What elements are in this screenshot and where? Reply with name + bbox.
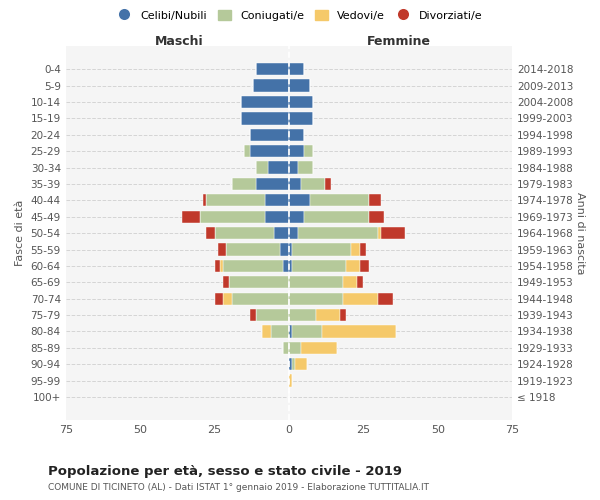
Bar <box>381 227 405 239</box>
Bar <box>265 210 289 223</box>
Legend: Celibi/Nubili, Coniugati/e, Vedovi/e, Divorziati/e: Celibi/Nubili, Coniugati/e, Vedovi/e, Di… <box>113 6 487 25</box>
Bar <box>292 244 352 256</box>
Bar <box>378 227 381 239</box>
Bar <box>289 244 292 256</box>
Bar <box>325 178 331 190</box>
Bar <box>316 309 340 321</box>
Bar <box>301 178 325 190</box>
Bar <box>370 194 381 206</box>
Y-axis label: Anni di nascita: Anni di nascita <box>575 192 585 274</box>
Text: Popolazione per età, sesso e stato civile - 2019: Popolazione per età, sesso e stato civil… <box>48 465 402 478</box>
Bar <box>283 342 289 354</box>
Bar <box>223 276 229 288</box>
Bar <box>289 80 310 92</box>
Bar <box>340 309 346 321</box>
Bar <box>298 227 378 239</box>
Bar <box>226 244 280 256</box>
Bar <box>256 309 289 321</box>
Bar <box>265 194 289 206</box>
Bar <box>215 292 223 305</box>
Bar <box>256 63 289 76</box>
Bar <box>361 244 367 256</box>
Bar <box>289 178 301 190</box>
Bar <box>289 112 313 124</box>
Bar <box>256 162 268 173</box>
Bar <box>241 112 289 124</box>
Bar <box>203 194 206 206</box>
Bar <box>310 194 370 206</box>
Bar <box>200 210 265 223</box>
Bar <box>274 227 289 239</box>
Bar <box>361 260 370 272</box>
Bar <box>232 292 289 305</box>
Bar <box>378 292 393 305</box>
Bar <box>280 244 289 256</box>
Bar <box>250 128 289 141</box>
Bar <box>358 276 364 288</box>
Bar <box>229 276 289 288</box>
Bar <box>206 194 265 206</box>
Text: Maschi: Maschi <box>154 35 203 48</box>
Bar <box>289 358 292 370</box>
Bar <box>289 326 292 338</box>
Text: COMUNE DI TICINETO (AL) - Dati ISTAT 1° gennaio 2019 - Elaborazione TUTTITALIA.I: COMUNE DI TICINETO (AL) - Dati ISTAT 1° … <box>48 482 429 492</box>
Bar <box>215 260 220 272</box>
Bar <box>289 227 298 239</box>
Bar <box>292 326 322 338</box>
Bar <box>289 276 343 288</box>
Bar <box>352 244 361 256</box>
Bar <box>244 145 250 158</box>
Y-axis label: Fasce di età: Fasce di età <box>15 200 25 266</box>
Bar <box>292 260 346 272</box>
Bar <box>289 309 316 321</box>
Bar <box>289 96 313 108</box>
Bar <box>253 80 289 92</box>
Bar <box>301 342 337 354</box>
Bar <box>250 145 289 158</box>
Bar <box>289 342 301 354</box>
Bar <box>370 210 384 223</box>
Bar <box>241 96 289 108</box>
Bar <box>304 210 370 223</box>
Bar <box>289 374 292 387</box>
Bar <box>232 178 256 190</box>
Bar <box>223 260 283 272</box>
Bar <box>215 227 274 239</box>
Bar <box>289 63 304 76</box>
Bar <box>182 210 200 223</box>
Bar <box>289 194 310 206</box>
Bar <box>346 260 361 272</box>
Bar <box>256 178 289 190</box>
Bar <box>289 128 304 141</box>
Bar <box>343 276 358 288</box>
Bar <box>268 162 289 173</box>
Bar <box>283 260 289 272</box>
Bar <box>322 326 396 338</box>
Bar <box>289 162 298 173</box>
Bar <box>220 260 223 272</box>
Text: Femmine: Femmine <box>367 35 431 48</box>
Bar <box>289 292 343 305</box>
Bar <box>289 210 304 223</box>
Bar <box>250 309 256 321</box>
Bar <box>271 326 289 338</box>
Bar <box>304 145 313 158</box>
Bar <box>289 260 292 272</box>
Bar <box>343 292 378 305</box>
Bar <box>206 227 215 239</box>
Bar <box>262 326 271 338</box>
Bar <box>223 292 232 305</box>
Bar <box>295 358 307 370</box>
Bar <box>292 358 295 370</box>
Bar <box>298 162 313 173</box>
Bar <box>289 145 304 158</box>
Bar <box>218 244 226 256</box>
